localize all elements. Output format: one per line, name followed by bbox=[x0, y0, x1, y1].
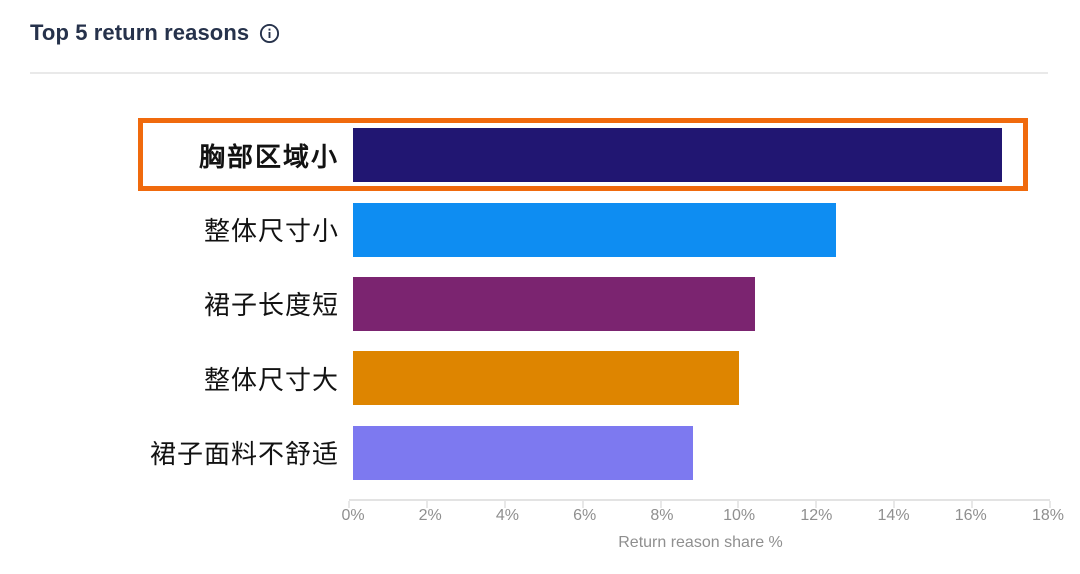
x-axis-tick-mark bbox=[504, 500, 506, 508]
x-axis-tick-mark bbox=[1049, 500, 1051, 508]
bar[interactable] bbox=[353, 425, 693, 480]
bar-label: 裙子长度短 bbox=[203, 290, 339, 321]
x-axis-tick-mark bbox=[348, 500, 350, 508]
chart-row: 胸部区域小 bbox=[30, 118, 1048, 192]
x-axis-tick-label: 2% bbox=[418, 506, 442, 524]
x-axis-tick-label: 18% bbox=[1031, 506, 1065, 524]
x-axis-tick-label: 16% bbox=[954, 506, 987, 524]
x-axis-tick-label: 6% bbox=[573, 506, 597, 524]
bar-track bbox=[353, 276, 1048, 331]
bar[interactable] bbox=[353, 128, 1002, 183]
x-axis-tick-mark bbox=[815, 500, 817, 508]
x-axis-tick-label: 8% bbox=[650, 506, 674, 524]
bar[interactable] bbox=[353, 351, 740, 406]
x-axis-tick-mark bbox=[582, 500, 584, 508]
x-axis-tick-mark bbox=[426, 500, 428, 508]
bar-label: 整体尺寸大 bbox=[203, 364, 339, 395]
chart-row: 整体尺寸小 bbox=[30, 192, 1048, 266]
chart-rows: 胸部区域小整体尺寸小裙子长度短整体尺寸大裙子面料不舒适 bbox=[30, 118, 1048, 490]
bar-track bbox=[353, 425, 1048, 480]
bar[interactable] bbox=[353, 202, 836, 257]
x-axis-tick-mark bbox=[971, 500, 973, 508]
bar-label: 裙子面料不舒适 bbox=[149, 439, 339, 470]
x-axis-tick-label: 14% bbox=[877, 506, 910, 524]
x-axis-title: Return reason share % bbox=[618, 533, 783, 551]
x-axis: 0% 2% 4% 6% 8% 10% 12% 14% 16% 18% Return reason … bbox=[30, 490, 1064, 552]
chart-row: 整体尺寸大 bbox=[30, 341, 1048, 415]
info-icon[interactable] bbox=[259, 23, 280, 44]
card-title: Top 5 return reasons bbox=[30, 20, 250, 45]
bar-label: 胸部区域小 bbox=[198, 141, 339, 172]
bar-track bbox=[353, 202, 1048, 257]
header-divider bbox=[30, 72, 1048, 74]
bar[interactable] bbox=[353, 276, 755, 331]
x-axis-tick-mark bbox=[737, 500, 739, 508]
axis-spacer bbox=[30, 490, 353, 552]
card-header: Top 5 return reasons bbox=[30, 20, 1048, 46]
bar-label: 整体尺寸小 bbox=[203, 216, 339, 247]
x-axis-area: 0% 2% 4% 6% 8% 10% 12% 14% 16% 18% Return reason … bbox=[341, 490, 1064, 552]
bar-track bbox=[353, 128, 1048, 183]
bar-chart: 胸部区域小整体尺寸小裙子长度短整体尺寸大裙子面料不舒适 0% 2% 4% 6% 8% 10… bbox=[30, 118, 1064, 552]
x-axis-tick-mark bbox=[893, 500, 895, 508]
x-axis-line bbox=[348, 498, 1051, 508]
x-axis-tick-label: 4% bbox=[495, 506, 519, 524]
x-axis-tick-label: 0% bbox=[341, 506, 365, 524]
x-axis-tick-labels: 0% 2% 4% 6% 8% 10% 12% 14% 16% 18% bbox=[341, 506, 1064, 531]
chart-row: 裙子面料不舒适 bbox=[30, 416, 1048, 490]
x-axis-tick-label: 12% bbox=[800, 506, 833, 524]
x-axis-tick-label: 10% bbox=[723, 506, 756, 524]
x-axis-tick-mark bbox=[660, 500, 662, 508]
chart-row: 裙子长度短 bbox=[30, 267, 1048, 341]
bar-track bbox=[353, 351, 1048, 406]
